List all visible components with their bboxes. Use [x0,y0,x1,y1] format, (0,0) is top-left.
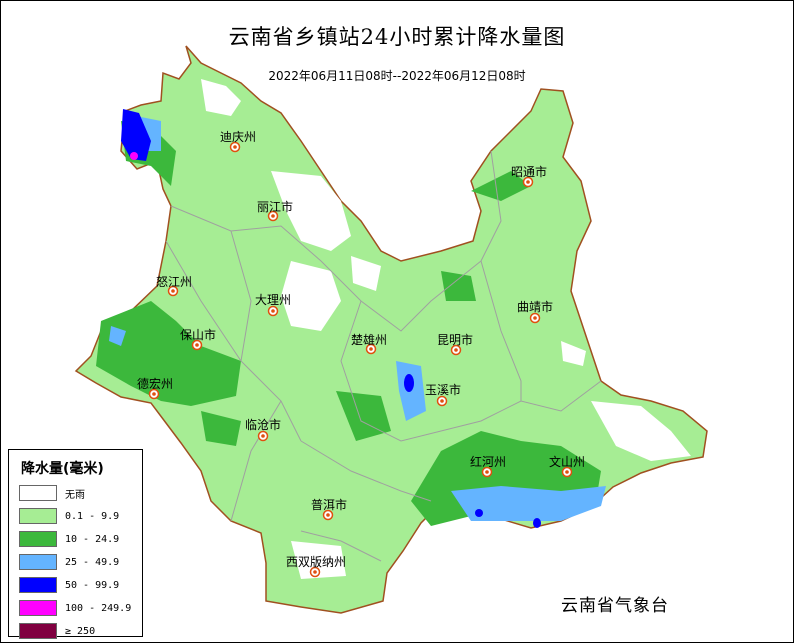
city-marker-icon [267,305,279,317]
legend-title: 降水量(毫米) [21,461,104,477]
city-label: 迪庆州 [220,130,257,144]
legend-item: 100 - 249.9 [19,600,131,616]
city-marker-icon [481,466,493,478]
city-marker-icon [167,285,179,297]
legend-item: 10 - 24.9 [19,531,119,547]
legend-item: 无雨 [19,485,85,501]
city-marker-icon [148,388,160,400]
legend-label: 100 - 249.9 [65,602,132,614]
city-marker-icon [522,176,534,188]
legend-swatch [19,577,57,593]
legend-label: 50 - 99.9 [65,579,120,591]
city-label: 临沧市 [245,418,282,432]
legend-label: 0.1 - 9.9 [65,510,120,522]
city-marker-icon [267,210,279,222]
city-marker-icon [229,141,241,153]
city-markers [148,141,573,578]
legend-swatch [19,623,57,639]
city-marker-icon [365,343,377,355]
city-marker-icon [436,395,448,407]
legend-swatch [19,554,57,570]
map-subtitle: 2022年06月11日08时--2022年06月12日08时 [268,69,526,83]
legend-swatch [19,485,57,501]
city-label: 怒江州 [156,275,193,289]
issuer-label: 云南省气象台 [561,596,669,616]
legend-swatch [19,600,57,616]
city-marker-icon [561,466,573,478]
legend-swatch [19,508,57,524]
city-label: 保山市 [180,328,217,342]
city-label: 西双版纳州 [286,555,347,569]
map-title: 云南省乡镇站24小时累计降水量图 [228,25,566,49]
city-label: 昆明市 [437,333,474,347]
city-label: 大理州 [255,293,292,307]
city-label: 普洱市 [311,498,348,512]
city-marker-icon [257,430,269,442]
rainstorm-areas [121,109,541,528]
no-rain-areas [201,79,691,579]
legend-label: 25 - 49.9 [65,556,120,568]
legend-swatch [19,531,57,547]
legend-item: 0.1 - 9.9 [19,508,119,524]
city-marker-icon [309,566,321,578]
prefecture-borders [165,150,602,562]
city-marker-icon [322,509,334,521]
city-label: 丽江市 [257,200,294,214]
city-label: 楚雄州 [351,333,388,347]
moderate-rain-areas [96,121,601,526]
city-label: 玉溪市 [425,383,462,397]
legend-label: ≥ 250 [65,625,96,637]
city-label: 红河州 [470,455,507,469]
heavy-rainstorm-areas [130,152,138,160]
legend-item: 25 - 49.9 [19,554,119,570]
legend-label: 无雨 [65,489,85,501]
city-label: 曲靖市 [517,300,554,314]
city-marker-icon [191,339,203,351]
legend-item: ≥ 250 [19,623,95,639]
city-marker-icon [450,344,462,356]
city-marker-icon [529,312,541,324]
legend-label: 10 - 24.9 [65,533,120,545]
legend-item: 50 - 99.9 [19,577,119,593]
legend: 降水量(毫米) 无雨 0.1 - 9.9 10 - 24.9 25 - 49.9 50 … [8,449,143,639]
city-label: 德宏州 [137,377,174,391]
city-label: 昭通市 [511,165,548,179]
city-label: 文山州 [549,455,586,469]
